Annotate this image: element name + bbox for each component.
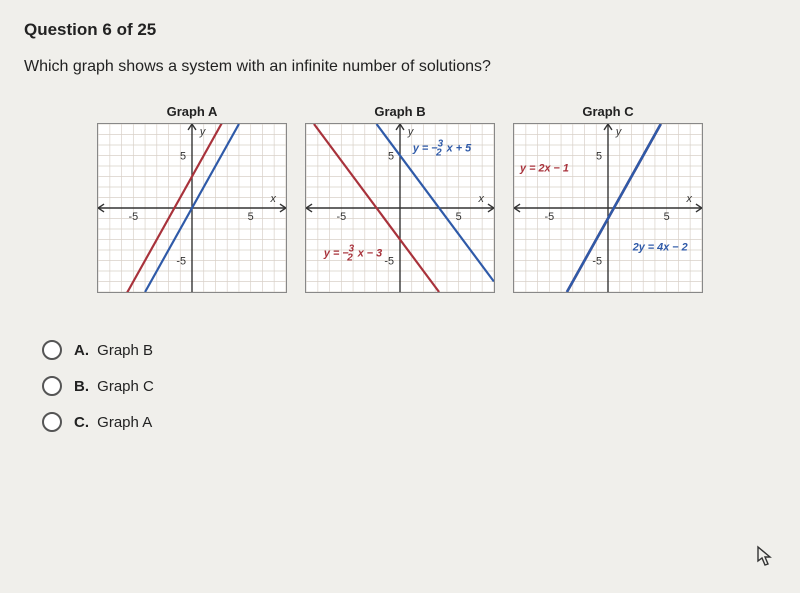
graph-a-title: Graph A (97, 104, 287, 119)
option-letter: C. (74, 414, 89, 431)
svg-text:5: 5 (388, 150, 394, 162)
graph-b-svg: -555-5yxy = −32 x + 5y = −32 x − 3 (305, 123, 495, 293)
svg-text:x: x (686, 193, 693, 205)
svg-text:-5: -5 (592, 255, 602, 267)
option-label: Graph C (97, 378, 154, 395)
svg-text:5: 5 (180, 150, 186, 162)
svg-text:y = 2x − 1: y = 2x − 1 (519, 162, 569, 174)
option-letter: A. (74, 342, 89, 359)
svg-text:-5: -5 (384, 255, 394, 267)
question-text: Which graph shows a system with an infin… (24, 58, 776, 76)
graph-c-col: Graph C -5 5 5 -5 y x y = 2x − 1 2y = 4x − 2 (513, 104, 703, 298)
svg-text:-5: -5 (128, 211, 138, 223)
svg-text:2y = 4x − 2: 2y = 4x − 2 (632, 241, 688, 253)
graph-b-col: Graph B -555-5yxy = −32 x + 5y = −32 x −… (305, 104, 495, 298)
svg-text:x: x (478, 193, 485, 205)
graphs-row: Graph A -555-5yx Graph B -555-5yxy = −32… (24, 104, 776, 298)
option-c[interactable]: C. Graph A (42, 412, 776, 432)
question-number: Question 6 of 25 (24, 20, 776, 40)
radio-icon[interactable] (42, 340, 62, 360)
svg-text:y: y (199, 126, 206, 138)
option-b[interactable]: B. Graph C (42, 376, 776, 396)
option-text: B. Graph C (74, 378, 154, 395)
svg-text:5: 5 (456, 211, 462, 223)
svg-text:y: y (615, 126, 622, 138)
svg-text:-5: -5 (544, 211, 554, 223)
option-label: Graph A (97, 414, 152, 431)
radio-icon[interactable] (42, 376, 62, 396)
option-letter: B. (74, 378, 89, 395)
graph-c-svg: -5 5 5 -5 y x y = 2x − 1 2y = 4x − 2 (513, 123, 703, 293)
svg-text:-5: -5 (176, 255, 186, 267)
svg-text:5: 5 (664, 211, 670, 223)
answer-options: A. Graph B B. Graph C C. Graph A (42, 340, 776, 432)
svg-text:x: x (270, 193, 277, 205)
svg-text:5: 5 (596, 150, 602, 162)
option-a[interactable]: A. Graph B (42, 340, 776, 360)
svg-text:-5: -5 (336, 211, 346, 223)
graph-b-title: Graph B (305, 104, 495, 119)
graph-a-col: Graph A -5 5 5 -5 y x (97, 104, 287, 298)
graph-a-svg: -5 5 5 -5 y x (97, 123, 287, 293)
option-text: A. Graph B (74, 342, 153, 359)
option-label: Graph B (97, 342, 153, 359)
svg-text:5: 5 (248, 211, 254, 223)
cursor-icon (756, 545, 774, 573)
option-text: C. Graph A (74, 414, 152, 431)
svg-text:y: y (407, 126, 414, 138)
graph-c-title: Graph C (513, 104, 703, 119)
radio-icon[interactable] (42, 412, 62, 432)
